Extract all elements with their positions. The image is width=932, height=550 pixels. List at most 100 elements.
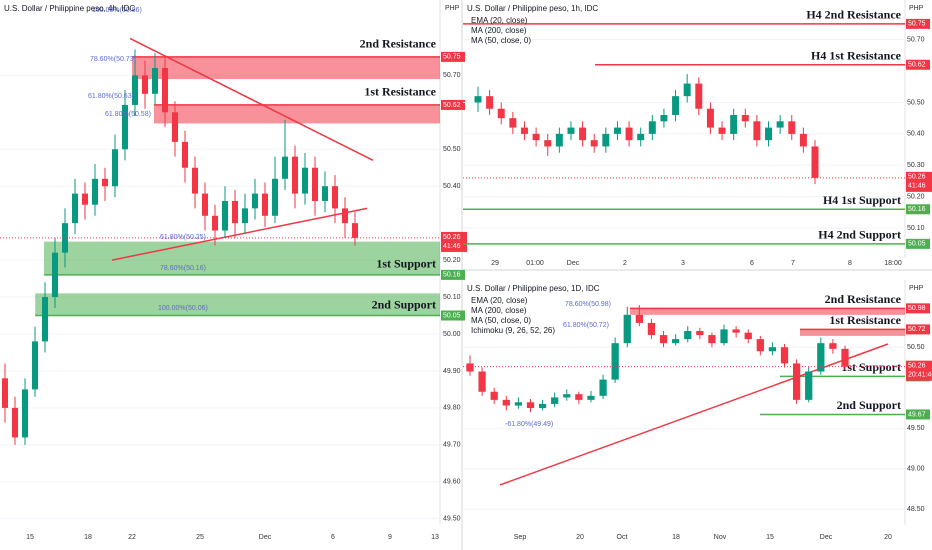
- level-price: 50.16: [443, 272, 461, 279]
- level-zone: [800, 329, 905, 336]
- candle-body: [660, 115, 668, 122]
- y-tick-label: 49.70: [443, 442, 461, 449]
- x-tick-label: Dec: [820, 534, 833, 541]
- candle-body: [82, 193, 88, 205]
- level-label: 2nd Resistance: [825, 292, 902, 306]
- candle-body: [613, 127, 621, 134]
- y-tick-label: 49.50: [443, 516, 461, 523]
- level-price-box: [906, 59, 930, 70]
- candle-body: [579, 127, 587, 141]
- y-tick-label: 50.20: [907, 194, 925, 201]
- axis-unit: PHP: [909, 5, 924, 12]
- candle-body: [776, 121, 784, 128]
- candle-body: [648, 121, 656, 134]
- level-price-box: [906, 238, 930, 249]
- indicator-label: MA (50, close, 0): [471, 36, 531, 45]
- chart-title: U.S. Dollar / Philippine peso, 1h, IDC: [467, 4, 598, 13]
- candle-body: [122, 104, 128, 150]
- x-tick-label: Sep: [514, 534, 527, 541]
- candle-body: [192, 167, 198, 194]
- level-price: 50.05: [443, 312, 461, 319]
- candle-body: [684, 331, 692, 340]
- candle-body: [659, 335, 668, 344]
- y-tick-label: 50.70: [907, 36, 925, 43]
- level-price: 50.16: [908, 206, 926, 213]
- candle-body: [811, 146, 819, 178]
- candle-body: [599, 379, 607, 396]
- x-tick-label: 2: [623, 260, 627, 267]
- candle-body: [730, 115, 738, 134]
- level-price: 50.62: [443, 102, 461, 109]
- x-tick-label: 3: [681, 260, 685, 267]
- indicator-label: EMA (20, close): [471, 296, 528, 305]
- last-price: 50.26: [908, 363, 926, 370]
- countdown: 41:46: [908, 183, 926, 190]
- fib-label: 100.00%(50.06): [158, 305, 208, 312]
- x-tick-label: 20: [884, 534, 892, 541]
- candle-body: [2, 378, 8, 408]
- candle-body: [708, 335, 716, 344]
- y-tick-label: 50.10: [907, 225, 925, 232]
- level-price: 50.72: [908, 326, 926, 333]
- candle-body: [312, 167, 318, 201]
- y-tick-label: 50.50: [907, 344, 925, 351]
- level-price-box: [906, 409, 930, 420]
- candle-body: [182, 141, 188, 168]
- last-price: 50.26: [908, 174, 926, 181]
- x-tick-label: 9: [388, 534, 392, 541]
- level-zone: [132, 56, 440, 80]
- fib-label: -61.80%(49.49): [505, 421, 553, 428]
- candle-body: [486, 96, 494, 109]
- last-price-box: [441, 231, 467, 252]
- candle-body: [520, 127, 528, 134]
- candle-body: [744, 332, 752, 340]
- candle-body: [567, 127, 575, 134]
- candle-body: [466, 363, 474, 372]
- candle-body: [590, 140, 598, 147]
- fib-label: 61.80%(50.25): [160, 234, 206, 241]
- candle-body: [695, 83, 703, 109]
- x-tick-label: 15: [766, 534, 774, 541]
- candle-body: [162, 67, 168, 113]
- candle-body: [829, 343, 837, 349]
- level-price-box: [441, 99, 465, 110]
- level-price-box: [441, 269, 465, 280]
- level-price: 50.05: [908, 241, 926, 248]
- y-tick-label: 50.70: [443, 72, 461, 79]
- candle-body: [282, 156, 288, 179]
- candle-body: [756, 339, 764, 352]
- last-price-box: [906, 360, 932, 381]
- level-label: H4 2nd Support: [818, 228, 901, 242]
- y-tick-label: 50.00: [443, 331, 461, 338]
- countdown: 20:41:46: [908, 372, 932, 379]
- x-tick-label: 15: [26, 534, 34, 541]
- chart-title: U.S. Dollar / Philippine peso, 4h, IDC: [4, 4, 135, 13]
- candle-body: [741, 115, 749, 122]
- x-tick-label: 01:00: [526, 260, 544, 267]
- indicator-label: EMA (20, close): [471, 16, 528, 25]
- candle-body: [112, 149, 118, 187]
- chart-title: U.S. Dollar / Philippine peso, 1D, IDC: [467, 284, 600, 293]
- y-tick-label: 49.00: [907, 466, 925, 473]
- x-tick-label: 13: [431, 534, 439, 541]
- x-tick-label: 18: [84, 534, 92, 541]
- candle-body: [62, 223, 68, 253]
- candle-body: [672, 339, 680, 344]
- level-price: 50.98: [908, 305, 926, 312]
- y-tick-label: 50.10: [443, 294, 461, 301]
- candle-body: [575, 394, 583, 400]
- level-label: 2nd Resistance: [360, 37, 437, 51]
- candle-body: [788, 121, 796, 134]
- fib-label: 61.80%(50.72): [563, 322, 609, 329]
- level-label: 1st Resistance: [364, 85, 436, 99]
- x-tick-label: 6: [750, 260, 754, 267]
- candle-body: [532, 133, 540, 141]
- candle-body: [352, 223, 358, 238]
- y-tick-label: 50.20: [443, 257, 461, 264]
- x-tick-label: 20: [576, 534, 584, 541]
- candle-body: [490, 391, 498, 400]
- candle-body: [765, 127, 773, 141]
- level-price-box: [906, 324, 930, 335]
- level-label: H4 1st Resistance: [811, 48, 902, 62]
- candle-body: [102, 178, 108, 187]
